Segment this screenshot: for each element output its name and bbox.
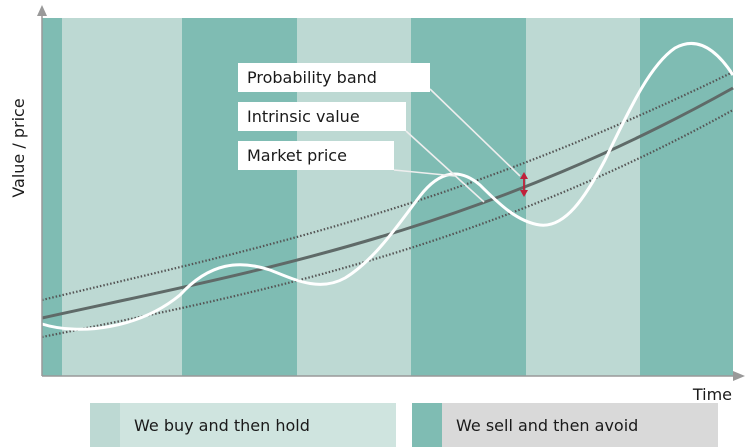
leader-intrinsic-value [405,130,485,203]
legend-swatch-sell [412,403,442,447]
zone-bands [42,18,733,376]
legend-item-sell: We sell and then avoid [412,403,718,447]
probability-band-upper [41,71,734,302]
legend-swatch-buy [90,403,120,447]
leader-market-price [393,169,456,177]
zone-band-sell [42,18,62,376]
zone-band-sell [411,18,526,376]
y-axis-arrow [37,5,47,16]
annotation-intrinsic-value: Intrinsic value [238,102,406,131]
zone-band-buy [62,18,182,376]
chart-area: Probability band Intrinsic value Market … [9,5,745,400]
legend-label-sell: We sell and then avoid [442,403,718,447]
annotation-intrinsic-value-text: Intrinsic value [247,107,360,126]
x-axis-label: Time [692,385,732,400]
probability-band-marker [520,172,528,197]
legend-item-buy: We buy and then hold [90,403,396,447]
legend-label-buy: We buy and then hold [120,403,396,447]
annotation-market-price-text: Market price [247,146,347,165]
x-axis-arrow [733,371,745,381]
annotation-probability-band: Probability band [238,63,430,92]
zone-band-sell [640,18,733,376]
annotation-probability-band-text: Probability band [247,68,377,87]
annotation-market-price: Market price [238,141,394,170]
intrinsic-value-line [41,86,734,320]
market-price-line [41,42,735,331]
y-axis-label: Value / price [9,98,28,197]
leader-probability-band [429,88,521,177]
